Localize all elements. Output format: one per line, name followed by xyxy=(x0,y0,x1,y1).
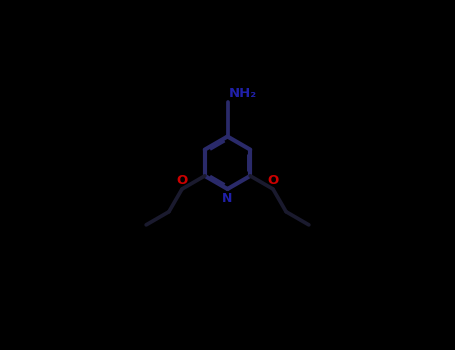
Text: NH₂: NH₂ xyxy=(228,88,257,100)
Text: O: O xyxy=(268,174,278,187)
Text: N: N xyxy=(222,192,233,205)
Text: O: O xyxy=(177,174,187,187)
